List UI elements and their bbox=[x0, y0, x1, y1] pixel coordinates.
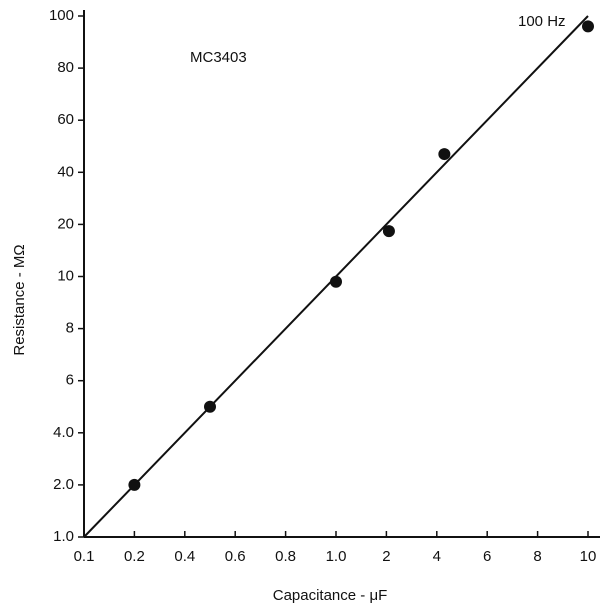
data-point bbox=[204, 400, 216, 413]
y-tick-label: 60 bbox=[57, 111, 74, 128]
y-tick-label: 4.0 bbox=[53, 424, 74, 441]
x-tick-label: 8 bbox=[533, 548, 541, 565]
x-tick-label: 0.4 bbox=[174, 548, 195, 565]
y-tick-label: 8 bbox=[66, 320, 74, 337]
data-point bbox=[382, 225, 395, 238]
y-axis-label: Resistance - MΩ bbox=[11, 244, 28, 355]
y-tick-label: 10 bbox=[57, 267, 74, 284]
x-tick-label: 2 bbox=[382, 548, 390, 565]
annotation: MC3403 bbox=[190, 49, 247, 66]
x-tick-label: 6 bbox=[483, 548, 491, 565]
y-tick-label: 1.0 bbox=[53, 528, 74, 545]
x-tick-label: 0.6 bbox=[225, 548, 246, 565]
x-tick-label: 10 bbox=[580, 548, 597, 565]
y-tick-label: 20 bbox=[57, 215, 74, 232]
x-tick-label: 0.8 bbox=[275, 548, 296, 565]
y-tick-label: 2.0 bbox=[53, 476, 74, 493]
x-axis-label: Capacitance - μF bbox=[273, 587, 388, 604]
annotation: 100 Hz bbox=[518, 13, 566, 30]
y-tick-label: 80 bbox=[57, 59, 74, 76]
data-point bbox=[128, 478, 141, 491]
data-point bbox=[438, 148, 451, 161]
data-point bbox=[330, 275, 342, 288]
x-tick-label: 4 bbox=[433, 548, 441, 565]
x-tick-label: 0.2 bbox=[124, 548, 145, 565]
y-tick-label: 100 bbox=[49, 7, 74, 24]
y-tick-label: 40 bbox=[57, 163, 74, 180]
x-tick-label: 0.1 bbox=[74, 548, 95, 565]
x-tick-label: 1.0 bbox=[326, 548, 347, 565]
data-point bbox=[582, 20, 594, 33]
y-tick-label: 6 bbox=[66, 372, 74, 389]
